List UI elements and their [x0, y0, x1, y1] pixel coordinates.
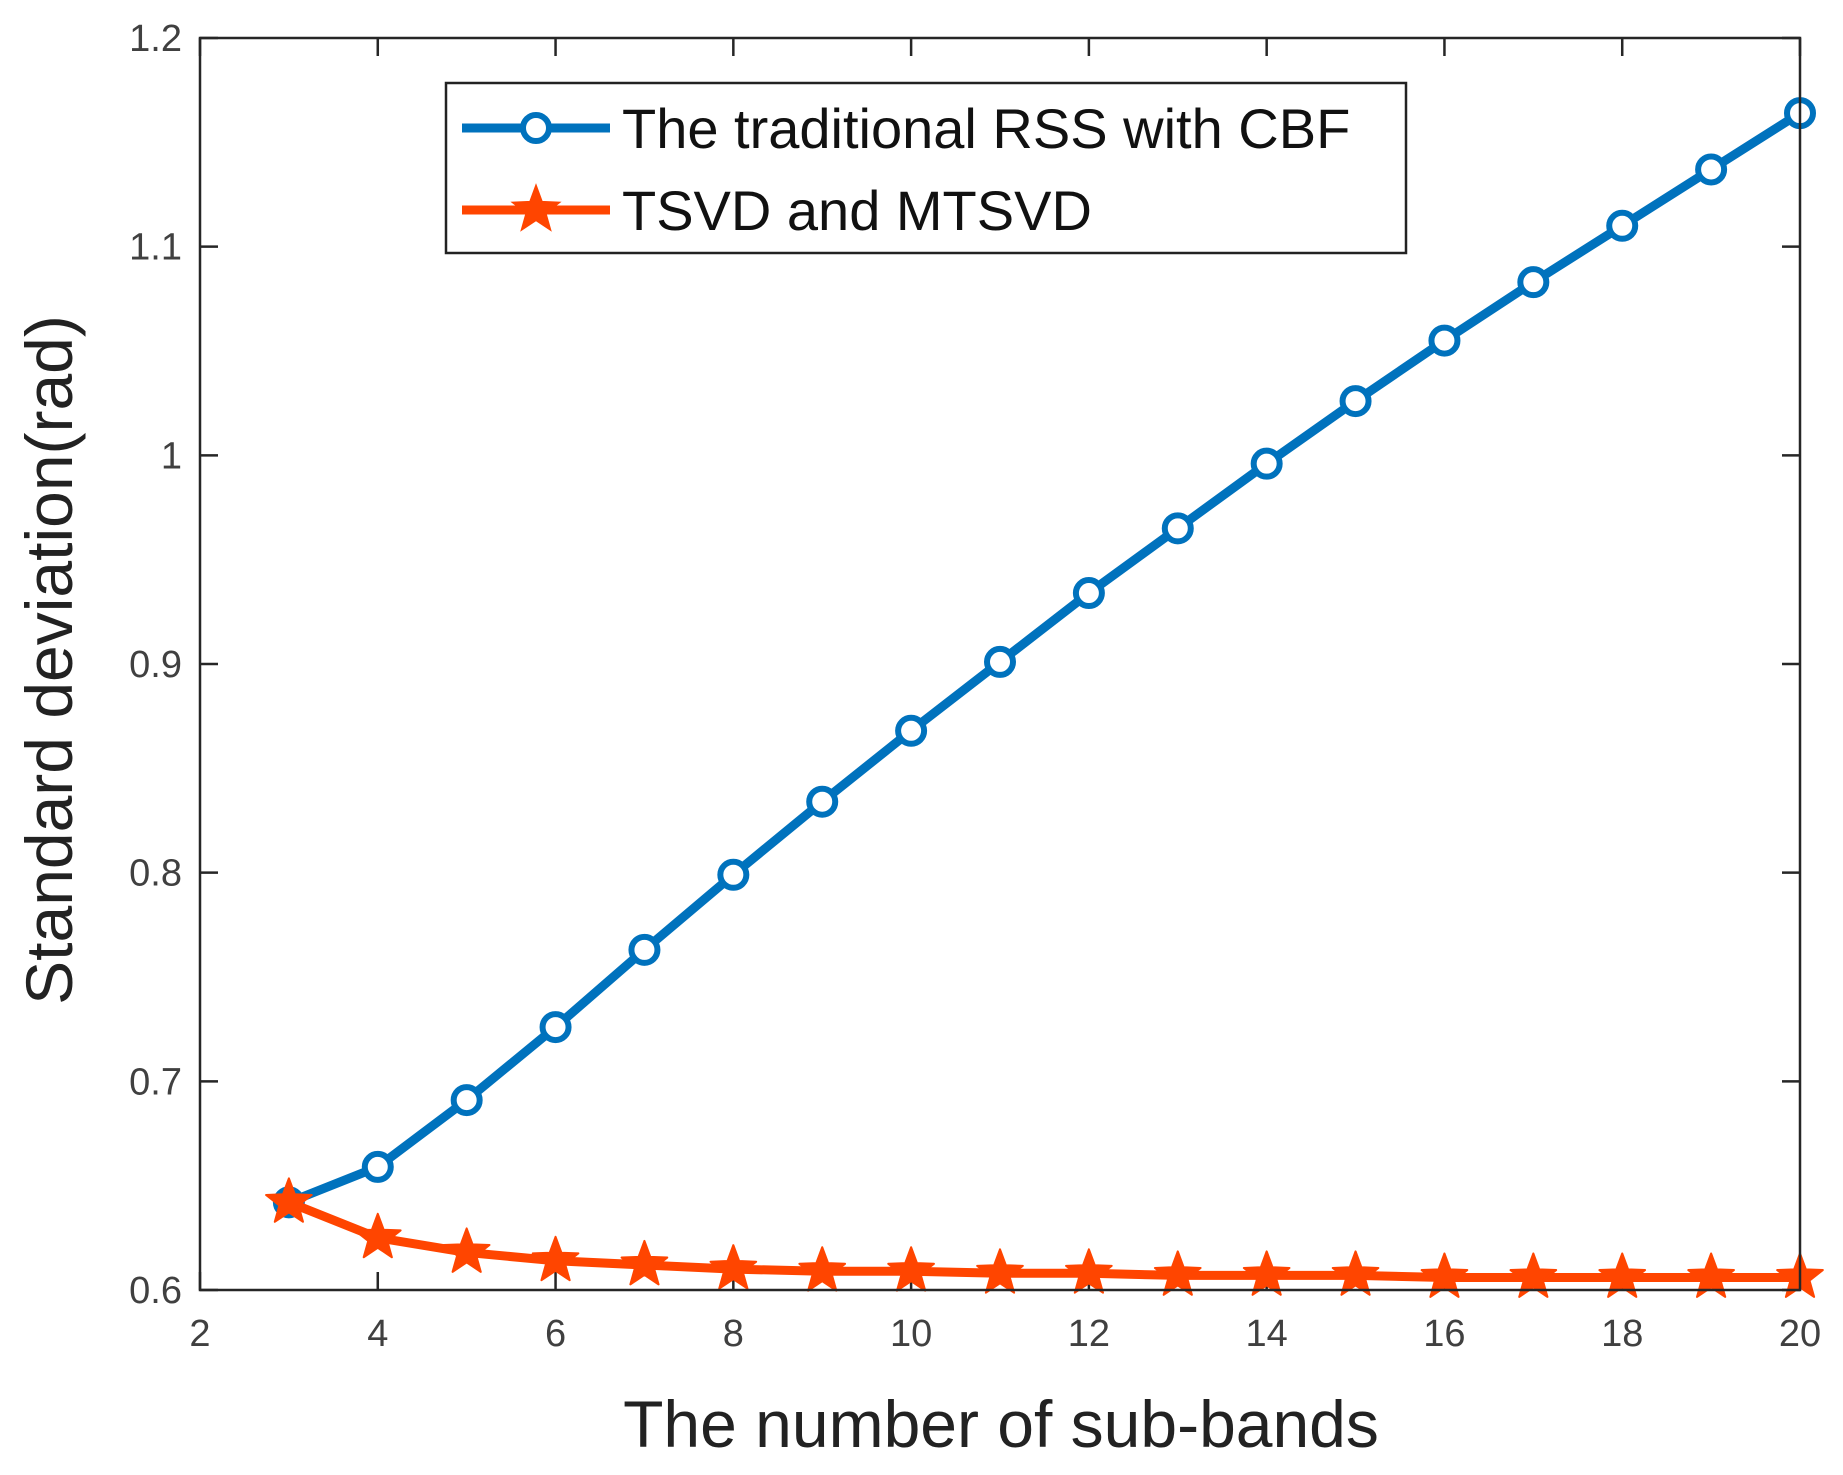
x-tick-label: 4	[367, 1313, 388, 1355]
y-tick-label: 0.6	[129, 1270, 182, 1312]
legend-marker-star-icon	[510, 183, 562, 232]
x-tick-label: 12	[1068, 1313, 1110, 1355]
data-point-circle	[1250, 447, 1283, 480]
x-tick-label: 16	[1423, 1313, 1465, 1355]
data-point-star	[1242, 1250, 1291, 1296]
data-point-star	[1598, 1252, 1647, 1298]
data-point-star	[265, 1177, 313, 1223]
series-0	[272, 97, 1816, 1219]
data-point-circle	[717, 858, 750, 891]
legend-entry-tsvd-mtsvd: TSVD and MTSVD	[462, 179, 1092, 242]
legend-label-rss-cbf: The traditional RSS with CBF	[622, 97, 1350, 160]
y-tick-label: 1.1	[129, 227, 182, 269]
x-tick-label: 18	[1601, 1313, 1643, 1355]
data-point-star	[353, 1212, 402, 1259]
x-tick-label: 10	[890, 1313, 932, 1355]
data-point-star	[976, 1248, 1024, 1294]
y-tick-label: 0.8	[129, 853, 182, 895]
y-tick-label: 1.2	[129, 18, 182, 60]
data-point-star	[1153, 1250, 1202, 1296]
data-point-circle	[1072, 577, 1105, 610]
data-point-circle	[984, 645, 1016, 678]
data-point-circle	[628, 933, 661, 966]
data-point-star	[531, 1235, 580, 1282]
axis-ticks: 2 4 6 8 10 12 14 16 18 20 0.6 0.7 0.8 0.9 1 1.1 1.2	[129, 18, 1821, 1355]
legend-marker-circle-icon	[520, 112, 552, 144]
data-point-star	[442, 1227, 491, 1273]
data-point-star	[1420, 1252, 1469, 1298]
data-point-star	[887, 1246, 935, 1292]
data-point-circle	[539, 1011, 572, 1044]
y-axis-title: Standard deviation(rad)	[12, 315, 86, 1005]
y-tick-label: 0.7	[129, 1061, 182, 1103]
legend-label-tsvd-mtsvd: TSVD and MTSVD	[622, 179, 1092, 242]
series-line-0	[284, 108, 1805, 1207]
legend-box	[444, 81, 1408, 255]
data-point-star	[1509, 1252, 1558, 1298]
data-point-star	[1065, 1248, 1113, 1294]
data-point-star	[620, 1239, 669, 1286]
data-point-star	[798, 1246, 847, 1292]
data-point-star	[1331, 1250, 1380, 1296]
data-point-circle	[1517, 266, 1550, 299]
x-tick-label: 14	[1246, 1313, 1288, 1355]
data-point-circle	[1428, 324, 1461, 357]
data-point-circle	[1161, 512, 1194, 545]
legend: The traditional RSS with CBF TSVD and MT…	[444, 81, 1408, 255]
data-point-circle	[895, 714, 928, 747]
data-point-circle	[806, 785, 839, 818]
data-point-circle	[450, 1084, 483, 1117]
x-tick-label: 8	[723, 1313, 744, 1355]
x-tick-label: 2	[189, 1313, 210, 1355]
data-point-star	[709, 1244, 758, 1290]
data-point-circle	[1339, 385, 1372, 418]
legend-entry-rss-cbf: The traditional RSS with CBF	[462, 97, 1350, 160]
data-point-circle	[1606, 209, 1639, 242]
axes-frame	[198, 36, 1802, 1292]
data-point-circle	[1695, 153, 1728, 186]
x-tick-label: 20	[1779, 1313, 1821, 1355]
data-point-star	[1687, 1252, 1735, 1298]
y-tick-label: 1	[161, 435, 182, 477]
data-point-circle	[361, 1150, 394, 1183]
y-tick-label: 0.9	[129, 644, 182, 686]
x-tick-label: 6	[545, 1313, 566, 1355]
x-axis-title: The number of sub-bands	[623, 1387, 1379, 1461]
